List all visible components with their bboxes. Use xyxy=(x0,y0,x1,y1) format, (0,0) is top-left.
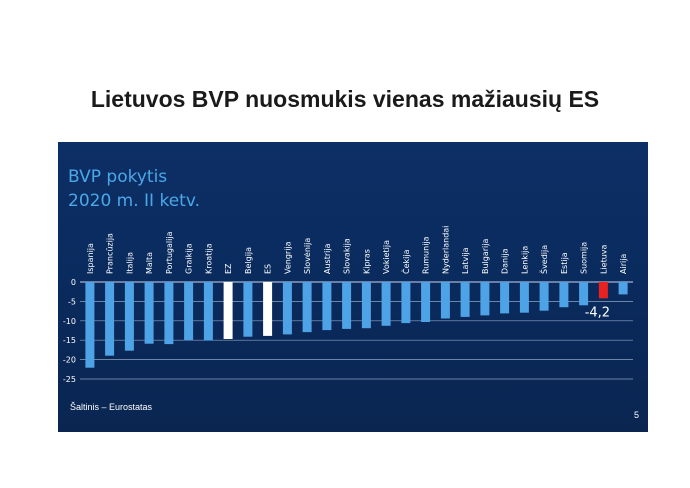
bar-rumunija xyxy=(421,282,431,322)
y-tick-label: 0 xyxy=(71,278,76,287)
y-tick-label: -15 xyxy=(63,336,76,345)
category-label: Vokietija xyxy=(382,240,391,274)
category-labels: Ispanija Prancūzija Italija Malta Portugalij… xyxy=(86,226,628,274)
bar-kipras xyxy=(361,282,371,329)
lietuva-value-label: -4,2 xyxy=(585,305,610,320)
category-label: Estija xyxy=(560,252,569,274)
category-label: Nyderlandai xyxy=(441,226,450,274)
category-label: Slovakija xyxy=(343,238,352,274)
category-label: Slovėnija xyxy=(303,238,312,274)
y-axis-ticks: 0 -5 -10 -15 -20 -25 xyxy=(63,278,76,384)
bar-švedija xyxy=(539,282,549,311)
category-label: Italija xyxy=(125,252,134,274)
bar-latvija xyxy=(460,282,470,317)
category-label: Čekija xyxy=(400,249,411,274)
grid-lines xyxy=(80,281,633,380)
y-tick-label: -25 xyxy=(63,375,76,384)
category-label: Latvija xyxy=(461,247,470,274)
y-tick-label: -5 xyxy=(68,297,76,306)
bar-belgija xyxy=(243,282,253,337)
bar-graikija xyxy=(184,282,194,341)
chart-title: BVP pokytis xyxy=(68,167,167,187)
category-label: Rumunija xyxy=(422,236,431,274)
bar-suomija xyxy=(579,282,589,306)
bar-italija xyxy=(124,282,134,351)
bar-vengrija xyxy=(282,282,292,335)
category-label: EZ xyxy=(224,263,233,274)
slide-title: Lietuvos BVP nuosmukis vienas mažiausių … xyxy=(90,86,600,112)
bar-ispanija xyxy=(85,282,95,368)
category-label: ES xyxy=(264,264,273,274)
source-note: Šaltinis – Eurostatas xyxy=(70,402,153,412)
page-number: 5 xyxy=(634,410,639,420)
category-label: Airija xyxy=(619,254,628,274)
bar-lenkija xyxy=(519,282,529,313)
bar-austrija xyxy=(322,282,332,331)
category-label: Ispanija xyxy=(86,243,95,274)
category-label: Vengrija xyxy=(283,241,292,274)
bar-čekija xyxy=(401,282,411,324)
chart-subtitle: 2020 m. II ketv. xyxy=(68,191,200,211)
category-label: Malta xyxy=(145,252,154,274)
bar-kroatija xyxy=(203,282,213,341)
category-label: Danija xyxy=(501,248,510,274)
category-label: Lietuva xyxy=(599,244,608,274)
bar-prancūzija xyxy=(105,282,115,356)
category-label: Austrija xyxy=(323,243,332,274)
category-label: Suomija xyxy=(580,242,589,274)
bar-portugalija xyxy=(164,282,174,345)
y-tick-label: -20 xyxy=(63,356,76,365)
bar-es xyxy=(263,282,273,336)
bar-chart: BVP pokytis 2020 m. II ketv. 0 -5 -10 -15 -2… xyxy=(63,167,639,420)
category-label: Kipras xyxy=(362,249,371,274)
category-label: Graikija xyxy=(185,243,194,274)
bar-lietuva xyxy=(598,282,608,299)
bar-nyderlandai xyxy=(440,282,450,319)
bar-ez xyxy=(223,282,233,339)
bar-malta xyxy=(144,282,154,344)
bar-bulgarija xyxy=(480,282,490,316)
bar-danija xyxy=(500,282,510,314)
category-label: Švedija xyxy=(538,245,549,274)
bar-vokietija xyxy=(381,282,391,326)
bar-airija xyxy=(618,282,628,295)
category-label: Bulgarija xyxy=(481,239,490,274)
bars xyxy=(85,282,628,368)
bar-slovakija xyxy=(342,282,352,329)
y-tick-label: -10 xyxy=(63,317,76,326)
category-label: Prancūzija xyxy=(106,233,115,274)
chart-panel: BVP pokytis 2020 m. II ketv. 0 -5 -10 -15 -2… xyxy=(58,142,648,432)
category-label: Kroatija xyxy=(204,243,213,274)
bar-slovėnija xyxy=(302,282,312,333)
bar-estija xyxy=(559,282,569,308)
category-label: Lenkija xyxy=(520,246,529,274)
category-label: Portugalija xyxy=(165,231,174,274)
category-label: Belgija xyxy=(244,247,253,274)
